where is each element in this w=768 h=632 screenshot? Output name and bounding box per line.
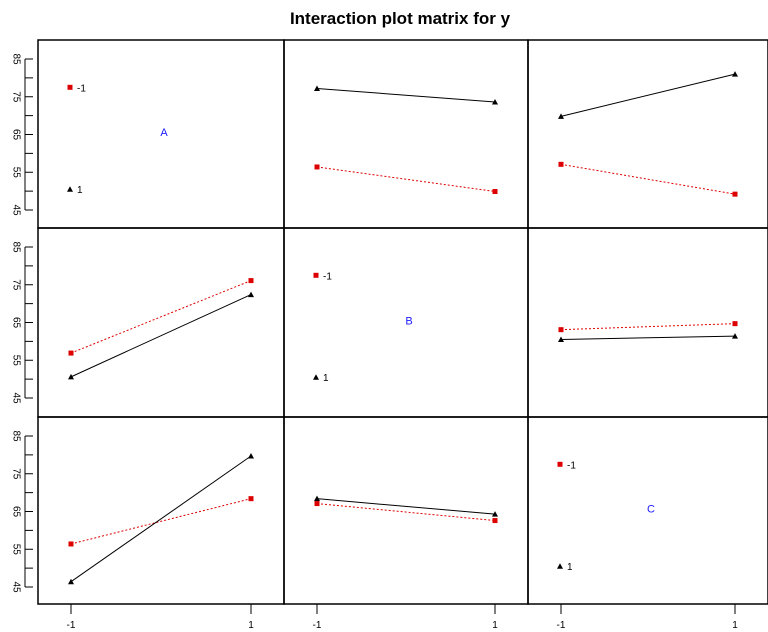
data-point-level-1 — [248, 453, 254, 459]
x-tick-label: 1 — [492, 620, 498, 631]
level-label: 1 — [77, 185, 83, 196]
y-tick-label: 65 — [10, 129, 21, 141]
series-line-level--1 — [316, 166, 496, 192]
level-marker--1 — [67, 84, 73, 90]
level-marker--1 — [313, 272, 319, 278]
x-tick-label: 1 — [248, 620, 254, 631]
data-point-level--1 — [68, 350, 74, 356]
diagonal-panel-C: C -1 1 — [557, 460, 655, 573]
interaction-panel-r2-c1 — [314, 495, 498, 524]
y-tick-label: 55 — [10, 355, 21, 367]
y-tick-label: 85 — [10, 430, 21, 442]
y-tick-label: 65 — [10, 317, 21, 329]
interaction-panel-r2-c0 — [68, 453, 254, 585]
data-point-level-1 — [314, 85, 320, 91]
series-line-level--1 — [70, 280, 252, 354]
series-line-level--1 — [560, 323, 736, 331]
data-point-level-1 — [558, 336, 564, 342]
chart-title: Interaction plot matrix for y — [290, 9, 511, 28]
x-tick-label: 1 — [732, 620, 738, 631]
factor-label-C: C — [647, 504, 655, 516]
panel-frame-r0-c2 — [527, 39, 768, 229]
data-point-level--1 — [732, 191, 738, 197]
data-point-level--1 — [558, 161, 564, 167]
panel-frame-r1-c2 — [527, 227, 768, 418]
y-tick-label: 75 — [10, 279, 21, 291]
level-label: 1 — [567, 562, 573, 573]
panel-frame-r1-c0 — [37, 227, 285, 418]
series-line-level-1 — [316, 87, 496, 103]
panel-frame-r2-c1 — [283, 416, 529, 605]
data-point-level-1 — [558, 113, 564, 119]
series-line-level-1 — [70, 294, 252, 378]
data-point-level--1 — [314, 164, 320, 170]
level-marker-1 — [313, 374, 319, 380]
data-point-level-1 — [732, 333, 738, 339]
series-line-level-1 — [560, 73, 736, 117]
level-marker-1 — [557, 563, 563, 569]
factor-label-B: B — [405, 316, 412, 328]
data-point-level-1 — [492, 511, 498, 517]
diagonal-panel-B: B -1 1 — [313, 271, 413, 384]
data-point-level--1 — [68, 541, 74, 547]
data-point-level-1 — [248, 291, 254, 298]
y-tick-label: 85 — [10, 241, 21, 253]
data-point-level--1 — [732, 321, 738, 327]
data-point-level--1 — [492, 518, 498, 524]
y-tick-label: 55 — [10, 167, 21, 179]
level-label: 1 — [323, 373, 329, 384]
y-tick-label: 75 — [10, 91, 21, 103]
interaction-panel-r0-c1 — [314, 85, 498, 195]
x-tick-label: -1 — [67, 620, 76, 631]
factor-label-A: A — [160, 127, 168, 139]
interaction-panel-r0-c2 — [558, 71, 738, 197]
series-line-level--1 — [70, 498, 252, 545]
series-line-level-1 — [560, 335, 736, 340]
series-line-level--1 — [560, 163, 736, 195]
level-label: -1 — [77, 83, 86, 94]
y-tick-label: 55 — [10, 544, 21, 556]
y-tick-label: 45 — [10, 581, 21, 593]
data-point-level-1 — [732, 71, 738, 77]
interaction-panel-r1-c0 — [68, 278, 254, 380]
level-marker--1 — [557, 461, 563, 467]
y-tick-label: 45 — [10, 204, 21, 216]
data-point-level-1 — [314, 495, 320, 502]
panel-frame-r2-c0 — [37, 416, 285, 605]
interaction-panel-r1-c2 — [558, 321, 738, 342]
level-label: -1 — [323, 271, 332, 282]
data-point-level--1 — [492, 189, 498, 195]
y-tick-label: 65 — [10, 506, 21, 518]
series-line-level--1 — [316, 503, 496, 522]
x-tick-label: -1 — [557, 620, 566, 631]
data-point-level-1 — [68, 578, 74, 585]
y-tick-label: 75 — [10, 468, 21, 480]
series-line-level-1 — [70, 455, 252, 583]
data-point-level--1 — [248, 496, 254, 502]
diagonal-panel-A: A -1 1 — [67, 83, 168, 196]
panel-frame-r0-c1 — [283, 39, 529, 229]
data-point-level--1 — [314, 501, 320, 507]
data-point-level-1 — [68, 373, 74, 380]
data-point-level--1 — [248, 278, 254, 284]
series-line-level-1 — [316, 498, 496, 515]
data-point-level--1 — [558, 327, 564, 333]
y-tick-label: 45 — [10, 392, 21, 404]
y-tick-label: 85 — [10, 53, 21, 65]
data-point-level-1 — [492, 99, 498, 105]
x-tick-label: -1 — [313, 620, 322, 631]
level-label: -1 — [567, 460, 576, 471]
level-marker-1 — [67, 186, 73, 192]
